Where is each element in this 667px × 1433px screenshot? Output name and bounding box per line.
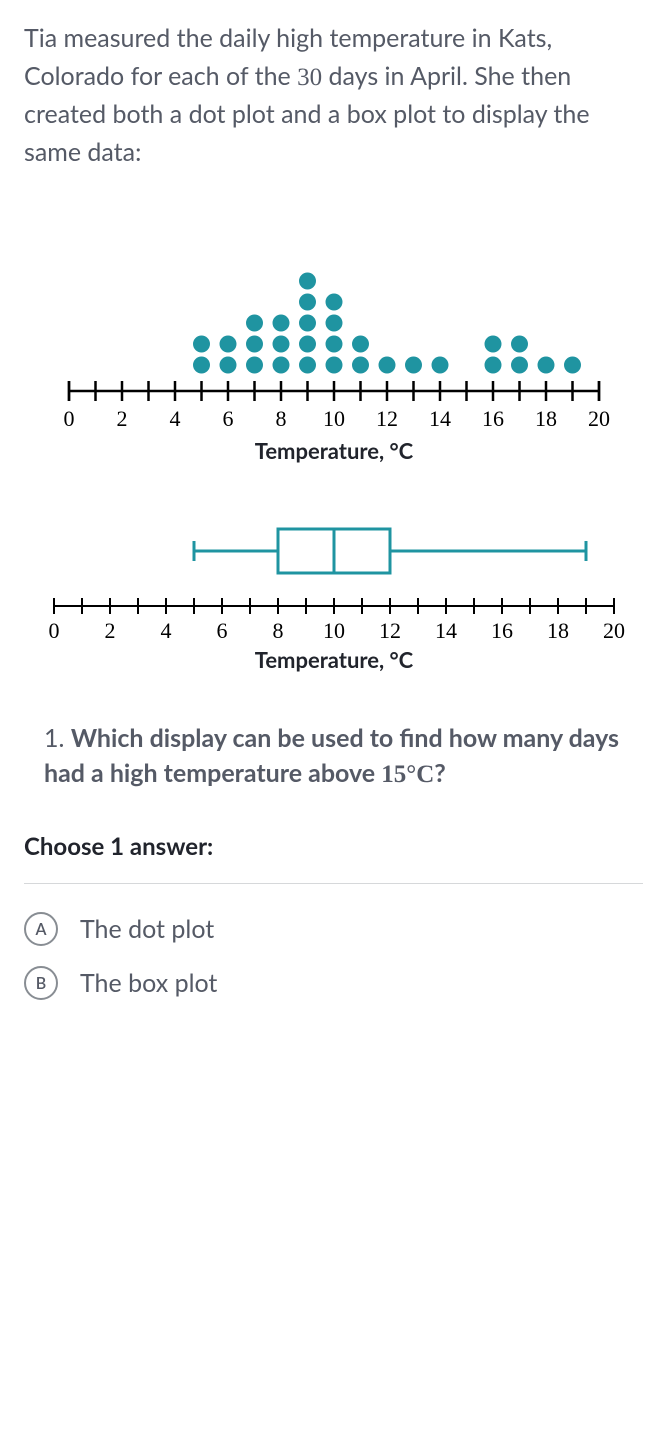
- problem-intro: Tia measured the daily high temperature …: [24, 20, 643, 171]
- svg-text:18: 18: [535, 406, 557, 431]
- svg-text:16: 16: [482, 406, 504, 431]
- svg-text:20: 20: [603, 618, 625, 643]
- option-label-a: The dot plot: [80, 914, 214, 944]
- svg-text:0: 0: [49, 618, 60, 643]
- svg-text:14: 14: [429, 406, 451, 431]
- svg-text:12: 12: [379, 618, 401, 643]
- svg-text:Temperature, °C: Temperature, °C: [254, 437, 413, 464]
- option-label-b: The box plot: [80, 968, 217, 998]
- svg-text:12: 12: [376, 406, 398, 431]
- svg-text:Temperature, °C: Temperature, °C: [255, 646, 414, 673]
- option-letter-a: A: [24, 912, 58, 946]
- question-body-part2: ?: [434, 758, 446, 788]
- question-value: 15°C: [381, 761, 434, 788]
- svg-text:20: 20: [588, 406, 610, 431]
- svg-text:6: 6: [222, 406, 233, 431]
- svg-text:10: 10: [323, 618, 345, 643]
- options-divider: [24, 883, 643, 884]
- svg-text:18: 18: [547, 618, 569, 643]
- question-text: 1. Which display can be used to find how…: [24, 721, 643, 792]
- question-body-part1: Which display can be used to find how ma…: [44, 723, 619, 788]
- svg-text:0: 0: [63, 406, 74, 431]
- svg-text:16: 16: [491, 618, 513, 643]
- svg-text:4: 4: [169, 406, 180, 431]
- svg-text:4: 4: [161, 618, 172, 643]
- box-plot: 0 2 4 6 8 10 12 14 16 18 20 Temperature, °C: [24, 511, 643, 681]
- svg-text:6: 6: [217, 618, 228, 643]
- dot-plot: 0 2 4 6 8 10 12 14 16 18 20 Temperature, °C: [24, 201, 643, 471]
- option-b[interactable]: B The box plot: [24, 956, 643, 1010]
- svg-text:14: 14: [435, 618, 457, 643]
- svg-text:8: 8: [273, 618, 284, 643]
- dot-plot-svg: 0 2 4 6 8 10 12 14 16 18 20 Temperature, °C: [34, 201, 634, 471]
- option-letter-b: B: [24, 966, 58, 1000]
- box-plot-svg: 0 2 4 6 8 10 12 14 16 18 20 Temperature, °C: [24, 511, 643, 681]
- svg-text:2: 2: [116, 406, 127, 431]
- svg-text:8: 8: [275, 406, 286, 431]
- svg-text:10: 10: [323, 406, 345, 431]
- intro-number: 30: [297, 64, 322, 91]
- options-list: A The dot plot B The box plot: [24, 902, 643, 1010]
- svg-text:2: 2: [105, 618, 116, 643]
- option-a[interactable]: A The dot plot: [24, 902, 643, 956]
- question-number: 1.: [44, 723, 64, 753]
- choose-label: Choose 1 answer:: [24, 832, 643, 861]
